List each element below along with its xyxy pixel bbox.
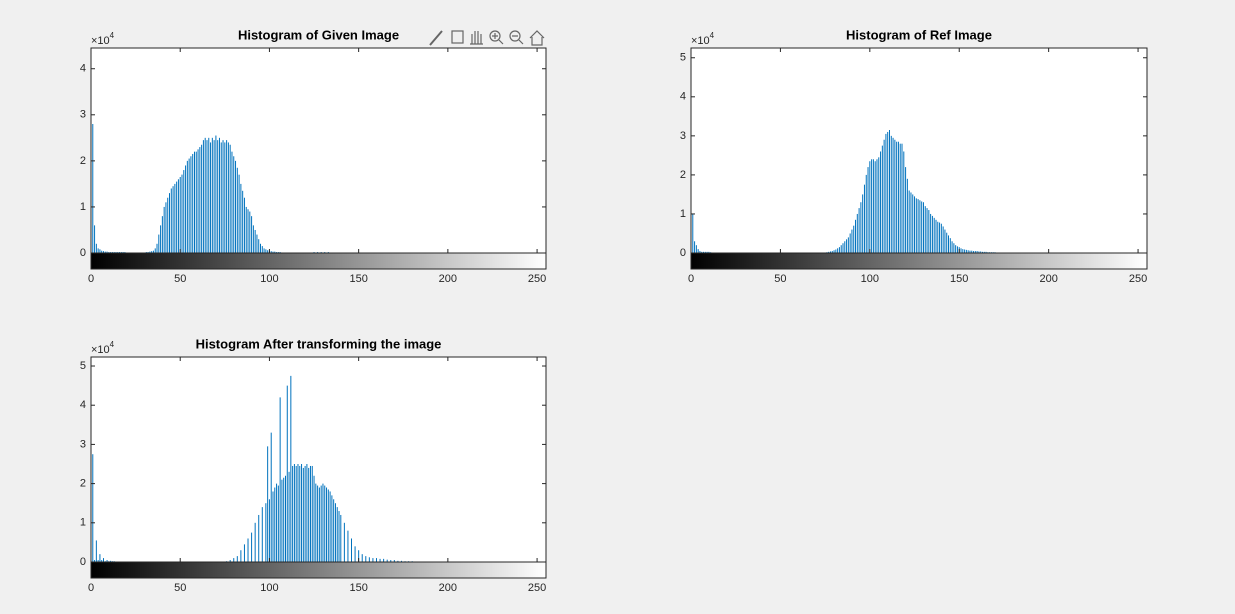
y-multiplier-base: ×10	[91, 35, 110, 47]
y-multiplier-base: ×10	[91, 344, 110, 356]
y-tick-label: 1	[680, 208, 686, 220]
plot-area	[91, 357, 546, 578]
x-tick-label: 250	[1129, 273, 1147, 285]
y-tick-label: 1	[80, 201, 86, 213]
x-tick-label: 200	[439, 582, 457, 594]
chart-title: Histogram of Given Image	[238, 27, 399, 42]
x-tick-label: 50	[174, 582, 186, 594]
y-multiplier: ×104	[91, 340, 115, 356]
y-tick-label: 1	[80, 517, 86, 529]
x-tick-label: 50	[774, 273, 786, 285]
x-tick-label: 100	[260, 582, 278, 594]
x-tick-label: 0	[688, 273, 694, 285]
axes-box	[690, 47, 1148, 270]
pan-icon[interactable]	[470, 31, 483, 45]
chart-title: Histogram After transforming the image	[196, 336, 442, 351]
colorbar	[91, 562, 546, 578]
y-tick-label: 4	[80, 399, 86, 411]
datatip-icon[interactable]	[451, 30, 464, 44]
zoom-out-icon[interactable]	[509, 30, 521, 42]
chart-title: Histogram of Ref Image	[846, 27, 992, 42]
x-tick-label: 200	[439, 273, 457, 285]
y-tick-label: 5	[80, 360, 86, 372]
plot-area	[691, 48, 1147, 269]
axes-box	[90, 47, 547, 270]
home-icon[interactable]	[529, 30, 545, 46]
histogram-chart: 0 1 2 3 4 0 50 100 150 200 250 Histogram of Given I…	[80, 27, 547, 285]
y-multiplier: ×104	[691, 31, 715, 47]
x-tick-label: 0	[88, 273, 94, 285]
y-tick-label: 4	[80, 63, 86, 75]
x-tick-label: 150	[349, 273, 367, 285]
y-multiplier-power: 4	[110, 340, 115, 349]
x-tick-label: 100	[260, 273, 278, 285]
y-multiplier: ×104	[91, 31, 115, 47]
y-tick-label: 0	[80, 556, 86, 568]
axes-box	[90, 356, 547, 579]
y-tick-label: 5	[680, 52, 686, 64]
y-tick-label: 0	[80, 247, 86, 259]
x-tick-label: 50	[174, 273, 186, 285]
x-tick-label: 200	[1039, 273, 1057, 285]
x-tick-label: 250	[528, 273, 546, 285]
x-tick-label: 150	[950, 273, 968, 285]
x-tick-label: 0	[88, 582, 94, 594]
colorbar	[91, 253, 546, 269]
x-tick-label: 250	[528, 582, 546, 594]
plot-area	[91, 48, 546, 269]
y-multiplier-base: ×10	[691, 35, 710, 47]
y-multiplier-power: 4	[710, 31, 715, 40]
y-tick-label: 4	[680, 91, 686, 103]
y-tick-label: 3	[80, 438, 86, 450]
y-multiplier-power: 4	[110, 31, 115, 40]
x-tick-label: 100	[861, 273, 879, 285]
y-tick-label: 0	[680, 247, 686, 259]
y-tick-label: 3	[80, 109, 86, 121]
x-tick-label: 150	[349, 582, 367, 594]
brush-icon[interactable]	[429, 30, 443, 46]
y-tick-label: 2	[680, 169, 686, 181]
y-tick-label: 3	[680, 130, 686, 142]
y-tick-label: 2	[80, 155, 86, 167]
colorbar	[691, 253, 1147, 269]
zoom-in-icon[interactable]	[489, 30, 501, 42]
y-tick-label: 2	[80, 478, 86, 490]
axes-toolbar[interactable]	[429, 30, 545, 46]
